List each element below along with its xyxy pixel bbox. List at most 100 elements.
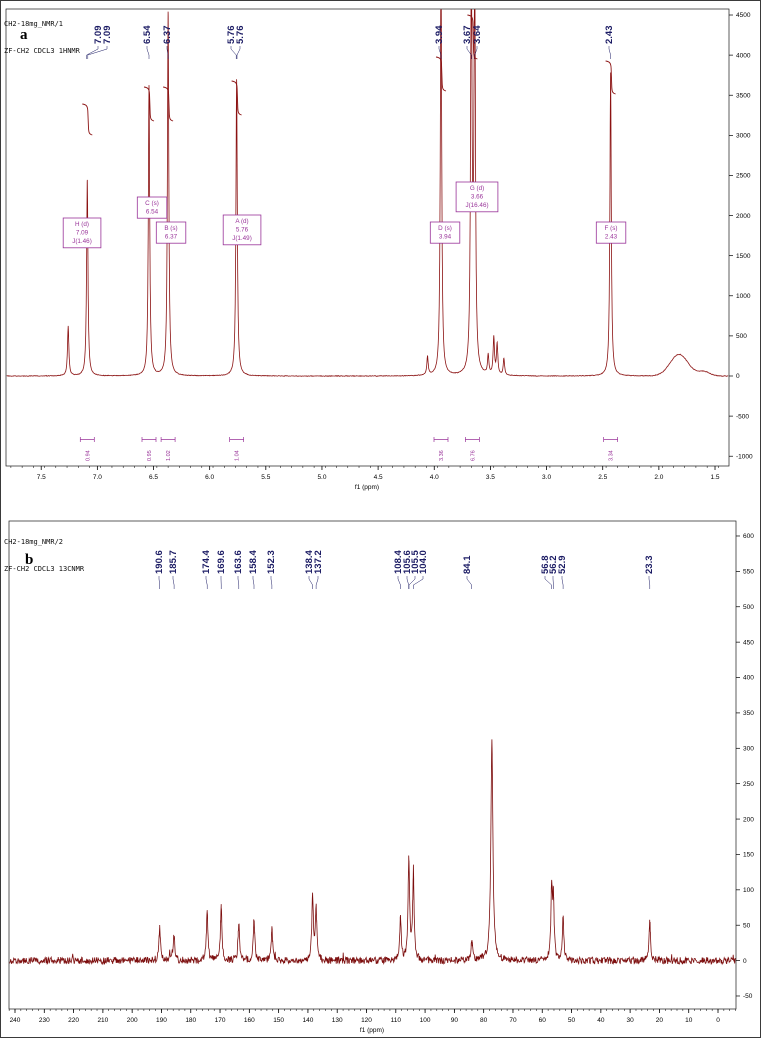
peak-label-connector [561, 576, 564, 589]
annotation-text: A (d) [235, 218, 248, 225]
peak-shift-label: 163.6 [233, 550, 244, 574]
peak-label-connector [230, 46, 237, 59]
y-axis: 4500 4000 3500 3000 2500 2000 1500 1000 500 0 -500… [729, 12, 753, 460]
peak-labels: 190.6 185.7 174.4 169.6 163.6 158.4 152.3 138.4… [154, 550, 655, 589]
integral-value: 3.34 [609, 450, 615, 461]
annotation-text: J(1.46) [72, 238, 92, 245]
peak-label-connector [408, 576, 416, 589]
integral-value: 1.02 [166, 450, 172, 461]
x-tick-label: 20 [656, 1017, 664, 1024]
panel-b-letter: b [25, 552, 34, 568]
peak-label-connector [608, 46, 611, 59]
x-tick-label: 5.0 [317, 474, 326, 481]
y-tick-label: 350 [743, 710, 754, 717]
peak-label-connector [236, 46, 241, 59]
peak-label-connector [544, 576, 552, 589]
peak-label-connector [406, 576, 409, 589]
panel-b-x-axis-title: f1 (ppm) [359, 1027, 385, 1034]
integral-curve [467, 14, 478, 60]
integral-curve [231, 80, 242, 116]
peak-shift-label: 6.37 [162, 26, 173, 45]
peak-label-connector [413, 576, 424, 589]
multiplet-annotation-box: G (d) 3.66J(16.46) [455, 181, 499, 213]
x-tick-label: 150 [273, 1017, 284, 1024]
integral-curve [605, 60, 616, 95]
annotation-text: 7.09 [76, 230, 89, 237]
peak-shift-label: 105.6 [402, 550, 413, 574]
peak-shift-label: 84.1 [462, 555, 473, 574]
integral-mark: 0.94 [79, 437, 95, 461]
integral-mark: 0.95 [141, 437, 157, 461]
integral-curve [163, 86, 174, 122]
integral-curve [435, 56, 447, 92]
peak-shift-label: 104.0 [418, 550, 429, 574]
peak-shift-label: 152.3 [266, 550, 277, 574]
x-tick-label: 5.5 [261, 474, 270, 481]
y-tick-label: 2000 [736, 213, 751, 220]
multiplet-annotation-box: A (d) 5.76J(1.49) [222, 214, 262, 246]
x-tick-label: 40 [597, 1017, 605, 1024]
peak-shift-label: 3.94 [434, 25, 445, 44]
peak-shift-label: 23.3 [644, 556, 655, 575]
panel-a-x-axis-title: f1 (ppm) [354, 484, 380, 491]
y-tick-label: 250 [743, 781, 754, 788]
x-axis: 240 230 220 210 200 190 180 170 160 150 140 130 120 1… [8, 1009, 736, 1024]
x-tick-label: 4.0 [430, 474, 439, 481]
x-tick-label: 120 [361, 1017, 372, 1024]
peak-shift-label: 7.09 [102, 26, 113, 45]
plot-frame [5, 8, 730, 467]
peak-shift-label: 56.8 [540, 556, 551, 575]
multiplet-annotation-box: C (s) 6.54 [136, 196, 168, 219]
peak-labels: 7.097.09 6.54 6.37 5.765.76 3.94 3.67 3.64 2.43 [86, 25, 615, 59]
integral-mark: 1.02 [160, 437, 176, 461]
x-tick-label: 220 [68, 1017, 79, 1024]
x-tick-label: 4.5 [374, 474, 383, 481]
x-tick-label: 0 [716, 1017, 720, 1024]
x-tick-label: 190 [156, 1017, 167, 1024]
y-tick-label: 4000 [736, 52, 751, 59]
y-tick-label: -50 [743, 993, 753, 1000]
y-tick-label: 150 [743, 852, 754, 859]
y-tick-label: 450 [743, 639, 754, 646]
annotation-text: J(1.49) [232, 235, 252, 242]
x-tick-label: 100 [420, 1017, 431, 1024]
peak-label-connector [252, 576, 255, 589]
annotation-text: H (d) [75, 221, 89, 228]
integral-value: 0.95 [147, 450, 153, 461]
peak-label-connector [86, 46, 99, 59]
peak-label-connector [146, 46, 150, 59]
x-tick-label: 130 [332, 1017, 343, 1024]
y-tick-label: 550 [743, 569, 754, 576]
y-tick-label: 3000 [736, 133, 751, 140]
y-tick-label: 50 [743, 922, 751, 929]
annotation-text: J(16.46) [465, 202, 488, 209]
y-tick-label: 200 [743, 816, 754, 823]
peak-shift-label: 174.4 [201, 550, 212, 574]
peak-label-connector [87, 46, 108, 59]
annotation-text: 6.54 [146, 209, 159, 216]
integral-value: 0.94 [85, 450, 91, 461]
peak-shift-label: 190.6 [154, 550, 165, 574]
y-tick-label: 4500 [736, 12, 751, 19]
x-tick-label: 230 [39, 1017, 50, 1024]
peak-label-connector [270, 576, 273, 589]
multiplet-annotation-box: D (s) 3.94 [429, 221, 461, 244]
integral-mark: 6.76 [465, 437, 480, 461]
integral-value: 6.76 [470, 450, 476, 461]
peak-shift-label: 138.4 [304, 550, 315, 574]
annotation-text: F (s) [605, 225, 618, 232]
x-tick-label: 200 [127, 1017, 138, 1024]
multiplet-annotation-box: B (s) 6.37 [155, 221, 187, 244]
x-tick-label: 110 [391, 1017, 402, 1024]
y-tick-label: 1000 [736, 293, 751, 300]
y-tick-label: 500 [743, 604, 754, 611]
proton-nmr-spectrum: 4500 4000 3500 3000 2500 2000 1500 1000 500 0 -500… [5, 8, 753, 481]
peak-label-connector [438, 46, 442, 59]
x-tick-label: 50 [568, 1017, 576, 1024]
peak-shift-label: 5.76 [235, 26, 246, 45]
x-tick-label: 210 [97, 1017, 108, 1024]
peak-shift-label: 105.5 [410, 550, 421, 574]
x-tick-label: 6.5 [149, 474, 158, 481]
y-tick-label: 100 [743, 887, 754, 894]
